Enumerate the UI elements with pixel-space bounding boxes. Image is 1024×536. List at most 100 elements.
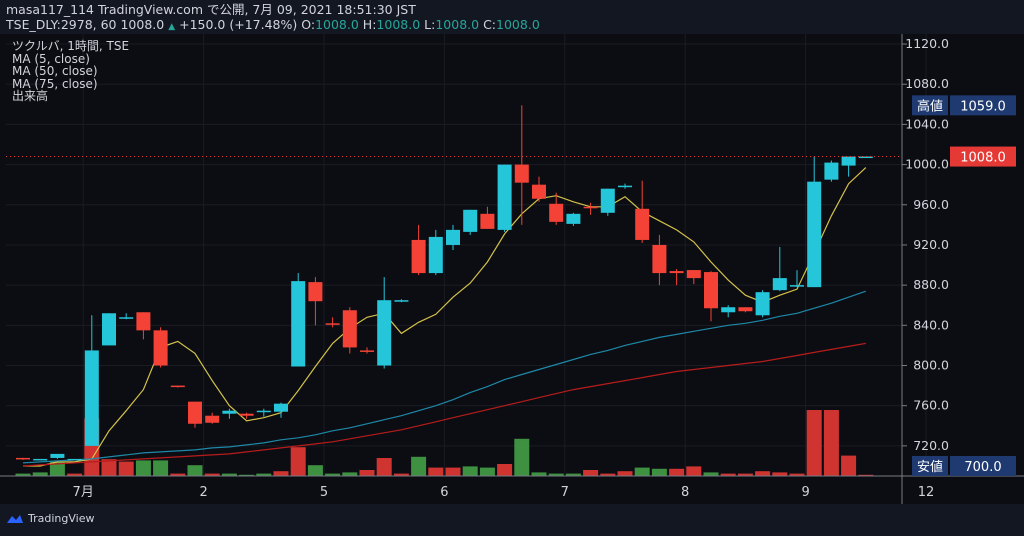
volume-bar xyxy=(342,472,358,476)
candle-body xyxy=(772,278,787,291)
x-tick-label: 2 xyxy=(199,485,207,500)
volume-bar xyxy=(325,473,341,476)
tradingview-icon xyxy=(7,514,23,523)
volume-bar xyxy=(393,473,409,476)
candle-body xyxy=(600,188,615,213)
candle-body xyxy=(635,208,650,240)
last-price-badge-value-bg xyxy=(950,146,1016,167)
up-arrow-icon: ▲ xyxy=(168,22,176,32)
candle-body xyxy=(102,313,116,346)
candle-body xyxy=(824,162,839,180)
price-chart[interactable]: 1120.0 1080.0 1040.0 1000.0 960.0 920.0 880.0 8… xyxy=(0,0,1024,504)
price-change: +150.0 (+17.48%) xyxy=(179,17,298,32)
candle-body xyxy=(686,270,701,279)
legend-ma5: MA (5, close) xyxy=(12,51,90,66)
volume-bar xyxy=(686,466,702,476)
volume-bar xyxy=(376,458,392,476)
volume-bar xyxy=(634,467,650,476)
candle-body xyxy=(652,244,667,274)
y-tick-label: 880.0 xyxy=(913,277,949,292)
volume-bar xyxy=(755,471,771,476)
candle-body xyxy=(291,281,306,367)
candle-body xyxy=(738,307,753,312)
candle-body xyxy=(16,457,30,460)
volume-bar xyxy=(514,438,530,476)
low-value: 1008.0 xyxy=(435,17,480,32)
volume-bar xyxy=(204,473,220,476)
x-tick-label: 7月 xyxy=(73,485,94,500)
volume-bar xyxy=(411,456,427,476)
candle-body xyxy=(858,156,873,159)
volume-bar xyxy=(153,460,169,476)
volume-bar xyxy=(806,410,822,476)
high-value: 1008.0 xyxy=(376,17,421,32)
candle-body xyxy=(84,350,99,446)
high-badge-label: 高値 xyxy=(917,98,943,114)
candle-body xyxy=(618,185,632,188)
volume-bar xyxy=(600,473,616,476)
candle-body xyxy=(446,229,460,245)
tradingview-text: TradingView xyxy=(28,512,95,525)
tradingview-logo[interactable]: TradingView xyxy=(6,512,94,525)
candle-body xyxy=(274,403,288,412)
candle-body xyxy=(514,164,529,183)
volume-bar xyxy=(617,471,633,476)
y-tick-label: 920.0 xyxy=(913,237,949,252)
volume-bar xyxy=(548,473,564,476)
low-badge-label: 安値 xyxy=(917,459,943,475)
low-badge-label-bg xyxy=(912,455,948,476)
candle-body xyxy=(205,415,220,423)
volume-bar xyxy=(497,464,513,476)
chart-grid xyxy=(6,34,927,476)
volume-bar xyxy=(256,473,272,476)
volume-bar xyxy=(565,473,581,476)
candle-body xyxy=(704,272,718,309)
volume-bar xyxy=(187,465,203,476)
candle-body xyxy=(308,282,323,302)
volume-bar xyxy=(49,461,65,476)
header-bar: masa117_114 TradingView.com で公開, 7月 09, … xyxy=(0,0,1024,34)
legend-symbol: ツクルバ, 1時間, TSE xyxy=(12,39,130,53)
volume-bar xyxy=(135,460,151,476)
y-tick-label: 760.0 xyxy=(913,398,949,413)
volume-bar xyxy=(101,459,117,476)
volume-bar xyxy=(428,467,444,476)
y-tick-label: 1080.0 xyxy=(905,76,949,91)
x-tick-label: 5 xyxy=(320,485,328,500)
volume-bar xyxy=(772,472,788,476)
footer-bar xyxy=(0,504,1024,536)
candle-body xyxy=(807,181,822,288)
ma-line xyxy=(22,290,866,464)
high-badge-label-bg xyxy=(912,95,948,116)
candle-body xyxy=(841,156,856,166)
symbol-price: TSE_DLY:2978, 60 1008.0 xyxy=(6,17,165,32)
ohlc-line: TSE_DLY:2978, 60 1008.0 ▲ +150.0 (+17.48… xyxy=(6,17,540,35)
candle-body xyxy=(549,203,564,222)
candle-body xyxy=(33,458,48,461)
candle-body xyxy=(256,410,271,413)
volume-bar xyxy=(669,468,685,476)
candle-body xyxy=(463,209,478,232)
volume-bar xyxy=(479,467,495,476)
close-value: 1008.0 xyxy=(496,17,540,32)
y-tick-label: 1040.0 xyxy=(905,116,949,131)
x-tick-label: 6 xyxy=(440,485,448,500)
candle-body xyxy=(497,164,512,230)
volume-bar xyxy=(32,472,48,476)
legend-ma75: MA (75, close) xyxy=(12,76,98,91)
volume-bar xyxy=(737,473,753,476)
last-price-badge-value: 1008.0 xyxy=(960,151,1006,166)
candlesticks xyxy=(16,105,873,461)
y-tick-label: 1120.0 xyxy=(905,36,949,51)
low-badge-value: 700.0 xyxy=(964,460,1001,475)
close-label: C: xyxy=(483,17,497,32)
volume-bar xyxy=(239,474,255,476)
volume-bar xyxy=(273,471,289,476)
candle-body xyxy=(566,213,581,224)
high-label: H: xyxy=(362,17,377,32)
candle-body xyxy=(669,271,684,274)
y-tick-label: 720.0 xyxy=(913,438,949,453)
x-tick-label: 7 xyxy=(561,485,569,500)
candle-body xyxy=(342,310,357,348)
candle-body xyxy=(170,385,185,388)
